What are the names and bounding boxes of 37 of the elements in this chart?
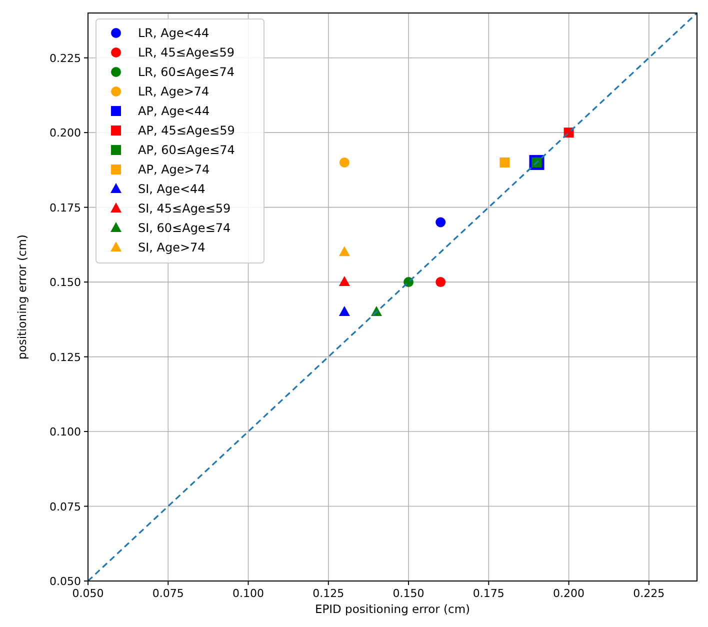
point [338, 306, 350, 316]
y-tick-label: 0.175 [50, 201, 81, 214]
x-tick-label: 0.075 [152, 587, 184, 600]
x-axis-title: EPID positioning error (cm) [314, 602, 470, 616]
legend-label: SI, 45≤Age≤59 [138, 202, 231, 216]
y-tick-label: 0.075 [50, 500, 81, 514]
legend-label: LR, Age>74 [138, 84, 210, 98]
legend-label: AP, Age<44 [138, 104, 210, 118]
x-tick-label: 0.125 [312, 587, 344, 600]
point [436, 277, 446, 288]
legend-label: LR, Age<44 [138, 26, 210, 40]
legend-label: LR, 45≤Age≤59 [138, 46, 235, 60]
x-tick-label: 0.050 [72, 587, 104, 600]
x-tick-label: 0.225 [633, 587, 665, 600]
y-tick-label: 0.125 [50, 350, 81, 364]
y-tick-label: 0.050 [50, 575, 81, 588]
y-tick-label: 0.100 [50, 426, 81, 439]
point [338, 276, 350, 286]
point [500, 157, 510, 168]
x-tick-label: 0.150 [392, 587, 424, 600]
legend-label: AP, 60≤Age≤74 [138, 143, 235, 157]
x-tick-label: 0.100 [232, 587, 264, 600]
legend-label: AP, Age>74 [138, 162, 210, 176]
legend-label: SI, Age>74 [138, 240, 206, 254]
legend-label: LR, 60≤Age≤74 [138, 65, 235, 79]
point [436, 217, 446, 228]
y-tick-label: 0.150 [50, 276, 81, 290]
y-tick-label: 0.200 [50, 126, 81, 140]
x-tick-label: 0.200 [553, 587, 585, 600]
point [338, 246, 350, 256]
x-tick-label: 0.175 [472, 587, 504, 600]
legend-label: SI, Age<44 [138, 182, 206, 196]
y-tick-label: 0.225 [50, 52, 81, 65]
point [339, 157, 350, 168]
y-axis-title: positioning error (cm) [15, 234, 29, 360]
legend-label: AP, 45≤Age≤59 [138, 124, 235, 138]
legend-label: SI, 60≤Age≤74 [138, 221, 231, 235]
